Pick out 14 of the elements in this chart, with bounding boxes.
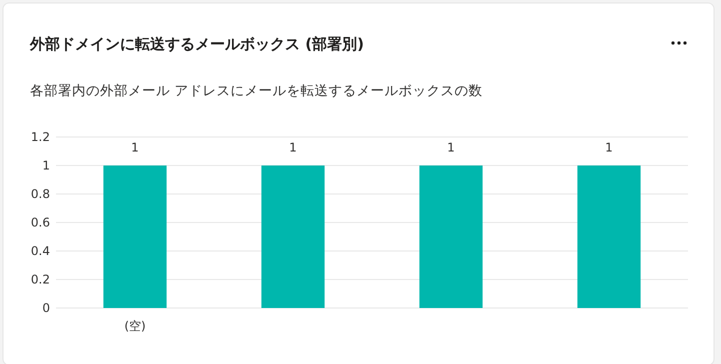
data-label: 1 (447, 140, 455, 154)
y-tick-label: 1 (42, 158, 50, 172)
title: 外部ドメインに転送するメールボックス (部署別) (30, 35, 364, 53)
y-tick-label: 0.8 (30, 187, 50, 201)
data-label: 1 (605, 140, 613, 154)
x-tick-label: (空) (124, 319, 146, 333)
data-label: 1 (131, 140, 139, 154)
subtitle: 各部署内の外部メール アドレスにメールを転送するメールボックスの数 (30, 83, 482, 99)
y-tick-label: 0.6 (30, 216, 50, 230)
data-label: 1 (289, 140, 297, 154)
y-tick-label: 0 (42, 301, 50, 315)
y-tick-label: 1.2 (30, 130, 50, 144)
y-tick-label: 0.4 (30, 244, 50, 258)
y-tick-label: 0.2 (30, 272, 50, 286)
